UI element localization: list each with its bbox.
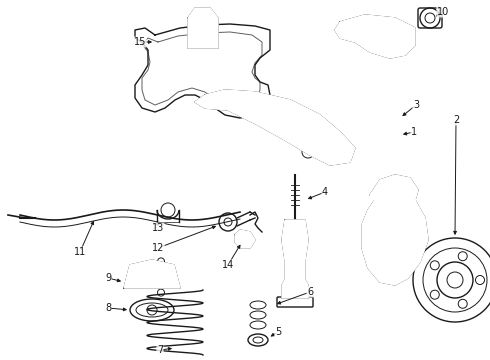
Text: 5: 5 [275, 327, 281, 337]
Polygon shape [235, 230, 255, 248]
Polygon shape [282, 220, 308, 298]
Text: 9: 9 [105, 273, 111, 283]
Text: 14: 14 [222, 260, 234, 270]
Text: 4: 4 [322, 187, 328, 197]
Polygon shape [335, 15, 415, 58]
Polygon shape [362, 195, 428, 285]
Text: 7: 7 [157, 345, 163, 355]
Text: 11: 11 [74, 247, 86, 257]
Polygon shape [195, 90, 355, 165]
Text: 3: 3 [413, 100, 419, 110]
Polygon shape [124, 260, 180, 288]
Polygon shape [188, 8, 218, 48]
Text: 10: 10 [437, 7, 449, 17]
Text: 6: 6 [307, 287, 313, 297]
Polygon shape [370, 175, 418, 202]
Text: 8: 8 [105, 303, 111, 313]
Text: 2: 2 [453, 115, 459, 125]
Text: 13: 13 [152, 223, 164, 233]
Text: 15: 15 [134, 37, 146, 47]
Text: 12: 12 [152, 243, 164, 253]
Text: 1: 1 [411, 127, 417, 137]
